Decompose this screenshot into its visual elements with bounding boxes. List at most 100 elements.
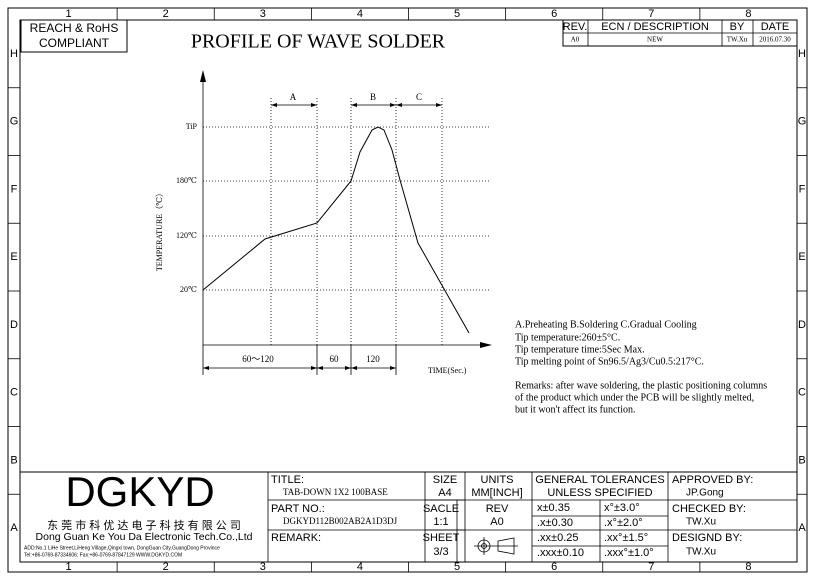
arrow-head bbox=[480, 342, 492, 348]
field-label: PART NO.: bbox=[271, 503, 325, 515]
field-value: TW.Xu bbox=[686, 517, 716, 528]
tolerance-header: GENERAL TOLERANCES bbox=[535, 474, 664, 486]
row-label: H bbox=[10, 48, 18, 60]
row-label: G bbox=[10, 116, 19, 128]
note-line: Tip melting point of Sn96.5/Ag3/Cu0.5:21… bbox=[515, 356, 704, 367]
column-label: 4 bbox=[357, 561, 363, 573]
row-label: A bbox=[798, 522, 806, 534]
row-label: E bbox=[798, 251, 805, 263]
field-label: SHEET bbox=[423, 532, 460, 544]
field-value: A0 bbox=[490, 516, 503, 528]
profile-diagram: A B C TiP 180℃ 120℃ 20℃ TEMPERATURE（℃） 6… bbox=[155, 70, 492, 375]
field-value: MM[INCH] bbox=[471, 487, 522, 499]
tolerance: x±0.35 bbox=[537, 502, 570, 514]
rev-cell: A0 bbox=[571, 36, 580, 44]
column-label: 8 bbox=[745, 561, 751, 573]
tolerance: .xx°±1.5° bbox=[604, 532, 648, 544]
row-label: B bbox=[798, 454, 805, 466]
field-value: TW.Xu bbox=[686, 547, 716, 558]
outer-border bbox=[7, 7, 808, 573]
rev-header: ECN / DESCRIPTION bbox=[601, 21, 709, 33]
column-label: 3 bbox=[260, 561, 266, 573]
tolerance: .x°±2.0° bbox=[604, 517, 643, 529]
column-label: 5 bbox=[454, 561, 460, 573]
row-label: F bbox=[799, 183, 806, 195]
arrow-head bbox=[200, 70, 206, 82]
row-label: H bbox=[798, 48, 806, 60]
level-label: TiP bbox=[186, 122, 198, 131]
row-label: A bbox=[10, 522, 18, 534]
rev-cell: TW.Xu bbox=[727, 36, 748, 44]
block-rule bbox=[267, 472, 797, 562]
rev-header: DATE bbox=[761, 21, 790, 33]
tolerance-header: UNLESS SPECIFIED bbox=[547, 487, 652, 499]
level-label: 180℃ bbox=[176, 176, 197, 185]
row-label: B bbox=[10, 454, 17, 466]
field-value: DGKYD112B002AB2A1D3DJ bbox=[283, 516, 398, 526]
field-label: CHECKED BY: bbox=[672, 503, 746, 515]
zone-label: A bbox=[290, 92, 297, 102]
tolerance: x°±3.0° bbox=[604, 502, 640, 514]
column-label: 6 bbox=[551, 8, 557, 20]
remark-line: but it won't affect its function. bbox=[515, 404, 635, 415]
remark-line: of the product which under the PCB will … bbox=[515, 392, 754, 403]
column-label: 2 bbox=[163, 8, 169, 20]
row-label: D bbox=[798, 319, 806, 331]
arrow-head bbox=[203, 366, 396, 370]
title-block: DGKYD 东 莞 市 科 优 达 电 子 科 技 有 限 公 司 Dong G… bbox=[20, 468, 797, 562]
field-label: REV bbox=[486, 503, 509, 515]
zone-label: B bbox=[370, 92, 376, 102]
field-value: 3/3 bbox=[433, 546, 448, 558]
logo: DGKYD bbox=[65, 468, 214, 515]
row-label: G bbox=[798, 116, 807, 128]
column-label: 1 bbox=[66, 561, 72, 573]
row-label: E bbox=[10, 251, 17, 263]
compliance-box bbox=[20, 19, 128, 53]
rev-cell: 2016.07.30 bbox=[759, 36, 791, 44]
column-label: 7 bbox=[648, 561, 654, 573]
notes: A.Preheating B.Soldering C.Gradual Cooli… bbox=[515, 319, 767, 415]
contact: Tel:+86-0769-87334606; Fax:+86-0769-8784… bbox=[24, 552, 182, 558]
field-value: TAB-DOWN 1X2 100BASE bbox=[283, 487, 388, 497]
row-label: F bbox=[11, 183, 18, 195]
remark-line: Remarks: after wave soldering, the plast… bbox=[515, 380, 767, 391]
row-label: C bbox=[798, 387, 806, 399]
field-label: SIZE bbox=[433, 474, 457, 486]
note-line: Tip temperature time:5Sec Max. bbox=[515, 344, 645, 355]
arrow-head bbox=[271, 103, 442, 107]
symbol-lines bbox=[474, 537, 518, 555]
column-label: 3 bbox=[260, 8, 266, 20]
column-label: 8 bbox=[745, 8, 751, 20]
column-label: 1 bbox=[66, 8, 72, 20]
field-value: 1:1 bbox=[433, 516, 448, 528]
duration-label: 120 bbox=[366, 354, 380, 364]
note-line: Tip temperature:260±5°C. bbox=[515, 332, 620, 343]
field-value: JP.Gong bbox=[686, 488, 724, 499]
column-label: 2 bbox=[163, 561, 169, 573]
column-label: 6 bbox=[551, 561, 557, 573]
compliance-text: COMPLIANT bbox=[39, 36, 110, 50]
projection-symbol bbox=[474, 537, 518, 555]
level-label: 120℃ bbox=[176, 231, 197, 240]
rev-cell: NEW bbox=[647, 36, 663, 44]
tolerance: .xx±0.25 bbox=[537, 532, 579, 544]
row-label: C bbox=[10, 387, 18, 399]
field-value: A4 bbox=[438, 487, 451, 499]
tolerance: .x±0.30 bbox=[537, 517, 573, 529]
field-label: SACLE bbox=[423, 503, 459, 515]
address: ADD:No.1 LiHe Street,LiHeng Village,Qing… bbox=[24, 545, 220, 551]
sheet-title: PROFILE OF WAVE SOLDER bbox=[191, 31, 446, 53]
note-line: A.Preheating B.Soldering C.Gradual Cooli… bbox=[515, 319, 697, 330]
field-label: UNITS bbox=[481, 474, 514, 486]
level-label: 20℃ bbox=[180, 285, 197, 294]
company-en: Dong Guan Ke You Da Electronic Tech.Co.,… bbox=[36, 531, 253, 543]
zone-label: C bbox=[416, 92, 422, 102]
duration-label: 60 bbox=[330, 354, 340, 364]
revision-table: REV. ECN / DESCRIPTION BY DATE A0 NEW TW… bbox=[562, 19, 798, 47]
duration-label: 60～120 bbox=[242, 354, 274, 364]
y-axis-label: TEMPERATURE（℃） bbox=[155, 189, 164, 271]
company-cn: 东 莞 市 科 优 达 电 子 科 技 有 限 公 司 bbox=[47, 518, 241, 532]
tolerance: .xxx°±1.0° bbox=[604, 547, 654, 559]
compliance-text: REACH & RoHS bbox=[30, 21, 119, 35]
